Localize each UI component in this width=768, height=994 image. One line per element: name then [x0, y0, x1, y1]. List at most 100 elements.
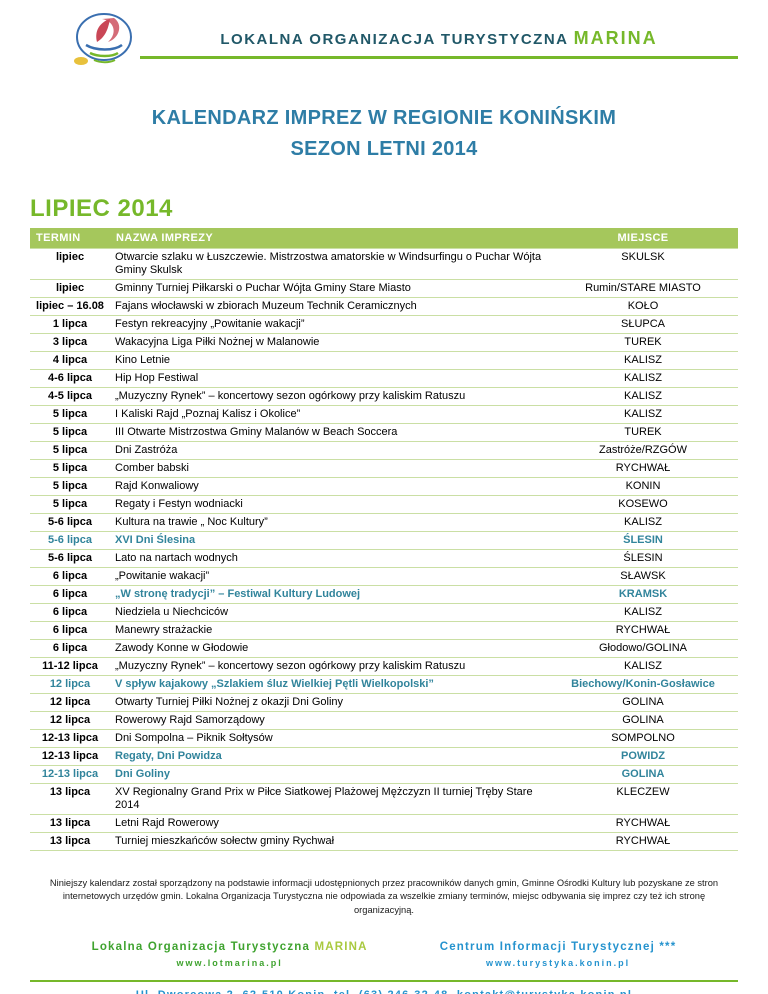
event-name: XV Regionalny Grand Prix w Piłce Siatkow…	[110, 783, 548, 815]
event-name: Gminny Turniej Piłkarski o Puchar Wójta …	[110, 279, 548, 298]
table-row: 1 lipca Festyn rekreacyjny „Powitanie wak…	[30, 315, 738, 334]
footer-links: Lokalna Organizacja Turystyczna MARINA w…	[30, 941, 738, 971]
event-date: 12-13 lipca	[30, 765, 110, 784]
table-row: 13 lipca XV Regionalny Grand Prix w Piłce…	[30, 783, 738, 815]
footer-cit-url-link[interactable]: www.turystyka.konin.pl	[485, 958, 631, 969]
event-date: 5-6 lipca	[30, 549, 110, 568]
event-date: 13 lipca	[30, 783, 110, 815]
event-place: RYCHWAŁ	[548, 459, 738, 478]
event-date: 5 lipca	[30, 423, 110, 442]
event-date: 12-13 lipca	[30, 729, 110, 748]
event-place: KRAMSK	[548, 585, 738, 604]
event-date: 6 lipca	[30, 603, 110, 622]
table-row: lipiec – 16.08 Fajans włocławski w zbiora…	[30, 297, 738, 316]
event-date: 5-6 lipca	[30, 531, 110, 550]
page-title: KALENDARZ IMPREZ W REGIONIE KONIŃSKIM SE…	[30, 103, 738, 165]
footer-contact-line[interactable]: Ul. Dworcowa 2, 62-510 Konin, tel. (63) …	[30, 989, 738, 994]
table-row: 5 lipca Dni Zastróża Zastróże/RZGÓW	[30, 441, 738, 460]
event-date: lipiec	[30, 248, 110, 280]
column-header-nazwa: NAZWA IMPREZY	[110, 228, 548, 249]
event-name: Otwarcie szlaku w Łuszczewie. Mistrzostw…	[110, 248, 548, 280]
event-date: 4-6 lipca	[30, 369, 110, 388]
event-name: Comber babski	[110, 459, 548, 478]
event-place: TUREK	[548, 423, 738, 442]
table-row: 13 lipca Turniej mieszkańców sołectw gmin…	[30, 832, 738, 851]
event-place: Rumin/STARE MIASTO	[548, 279, 738, 298]
table-row: 5-6 lipca Lato na nartach wodnych ŚLESIN	[30, 549, 738, 568]
event-name: Niedziela u Niechciców	[110, 603, 548, 622]
table-row: 4 lipca Kino Letnie KALISZ	[30, 351, 738, 370]
event-name: Lato na nartach wodnych	[110, 549, 548, 568]
event-name: V spływ kajakowy „Szlakiem śluz Wielkiej…	[110, 675, 548, 694]
event-place: ŚLESIN	[548, 531, 738, 550]
event-name: Letni Rajd Rowerowy	[110, 814, 548, 833]
table-row: 5-6 lipca XVI Dni Ślesina ŚLESIN	[30, 531, 738, 550]
event-place: GOLINA	[548, 711, 738, 730]
event-place: KALISZ	[548, 351, 738, 370]
footer-lot-block: Lokalna Organizacja Turystyczna MARINA w…	[92, 941, 368, 971]
event-date: 12-13 lipca	[30, 747, 110, 766]
table-row: 5 lipca Rajd Konwaliowy KONIN	[30, 477, 738, 496]
event-date: 5 lipca	[30, 405, 110, 424]
event-date: 13 lipca	[30, 814, 110, 833]
table-row: 12-13 lipca Dni Goliny GOLINA	[30, 765, 738, 784]
table-row: lipiec Otwarcie szlaku w Łuszczewie. Mist…	[30, 248, 738, 280]
event-date: 13 lipca	[30, 832, 110, 851]
event-date: 1 lipca	[30, 315, 110, 334]
event-name: III Otwarte Mistrzostwa Gminy Malanów w …	[110, 423, 548, 442]
event-place: Zastróże/RZGÓW	[548, 441, 738, 460]
event-name: Rowerowy Rajd Samorządowy	[110, 711, 548, 730]
event-date: 3 lipca	[30, 333, 110, 352]
column-header-miejsce: MIEJSCE	[548, 228, 738, 249]
table-row: 6 lipca Niedziela u Niechciców KALISZ	[30, 603, 738, 622]
table-row: 12 lipca V spływ kajakowy „Szlakiem śluz …	[30, 675, 738, 694]
event-name: „Muzyczny Rynek” – koncertowy sezon ogór…	[110, 657, 548, 676]
table-header-row: TERMIN NAZWA IMPREZY MIEJSCE	[30, 228, 738, 249]
event-name: Regaty, Dni Powidza	[110, 747, 548, 766]
table-row: 5 lipca III Otwarte Mistrzostwa Gminy Mal…	[30, 423, 738, 442]
event-place: RYCHWAŁ	[548, 621, 738, 640]
event-place: TUREK	[548, 333, 738, 352]
marina-logo	[30, 10, 140, 79]
table-row: 12 lipca Otwarty Turniej Piłki Nożnej z o…	[30, 693, 738, 712]
event-place: GOLINA	[548, 693, 738, 712]
table-row: 12 lipca Rowerowy Rajd Samorządowy GOLINA	[30, 711, 738, 730]
event-name: I Kaliski Rajd „Poznaj Kalisz i Okolice”	[110, 405, 548, 424]
event-name: „Powitanie wakacji”	[110, 567, 548, 586]
event-name: Zawody Konne w Głodowie	[110, 639, 548, 658]
table-row: 11-12 lipca „Muzyczny Rynek” – koncertowy…	[30, 657, 738, 676]
event-date: 5-6 lipca	[30, 513, 110, 532]
footer-lot-brand: MARINA	[314, 941, 368, 954]
column-header-termin: TERMIN	[30, 228, 110, 249]
events-table: TERMIN NAZWA IMPREZY MIEJSCE lipiec Otwar…	[30, 228, 738, 851]
footer-divider	[30, 980, 738, 983]
event-date: lipiec	[30, 279, 110, 298]
footer-lot-url-link[interactable]: www.lotmarina.pl	[176, 958, 283, 969]
event-date: 5 lipca	[30, 441, 110, 460]
event-name: Turniej mieszkańców sołectw gminy Rychwa…	[110, 832, 548, 851]
event-date: 4 lipca	[30, 351, 110, 370]
event-date: 5 lipca	[30, 495, 110, 514]
event-date: 11-12 lipca	[30, 657, 110, 676]
event-date: 5 lipca	[30, 459, 110, 478]
event-place: SOMPOLNO	[548, 729, 738, 748]
event-date: 6 lipca	[30, 585, 110, 604]
event-place: KALISZ	[548, 387, 738, 406]
table-row: 6 lipca Manewry strażackie RYCHWAŁ	[30, 621, 738, 640]
table-row: 12-13 lipca Regaty, Dni Powidza POWIDZ	[30, 747, 738, 766]
event-place: KALISZ	[548, 603, 738, 622]
event-place: SKULSK	[548, 248, 738, 280]
event-date: 6 lipca	[30, 639, 110, 658]
table-row: 12-13 lipca Dni Sompolna – Piknik Sołtysó…	[30, 729, 738, 748]
event-place: KOSEWO	[548, 495, 738, 514]
org-name-prefix: LOKALNA ORGANIZACJA TURYSTYCZNA	[220, 31, 574, 48]
table-row: lipiec Gminny Turniej Piłkarski o Puchar …	[30, 279, 738, 298]
org-title-block: LOKALNA ORGANIZACJA TURYSTYCZNA MARINA	[140, 10, 738, 59]
event-name: Festyn rekreacyjny „Powitanie wakacji”	[110, 315, 548, 334]
event-date: lipiec – 16.08	[30, 297, 110, 316]
event-place: POWIDZ	[548, 747, 738, 766]
event-date: 6 lipca	[30, 567, 110, 586]
footer-lot-title: Lokalna Organizacja Turystyczna MARINA	[92, 941, 368, 953]
table-row: 5 lipca I Kaliski Rajd „Poznaj Kalisz i O…	[30, 405, 738, 424]
